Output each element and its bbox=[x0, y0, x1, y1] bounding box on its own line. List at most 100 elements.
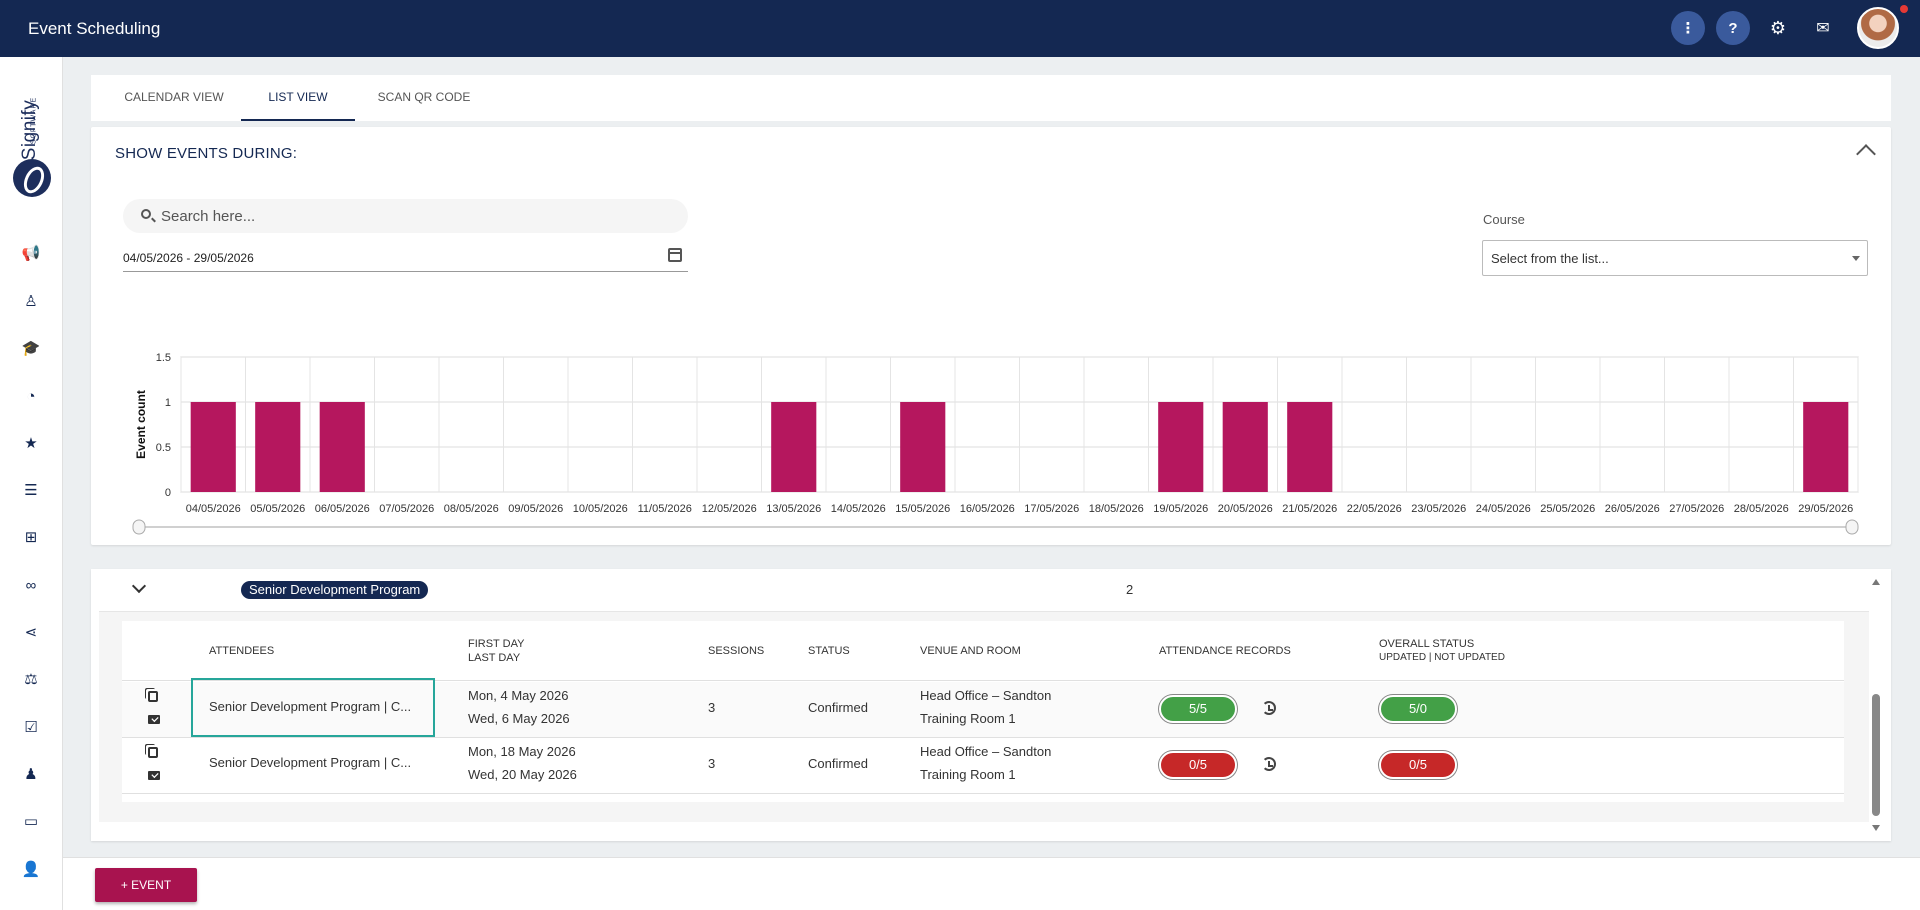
search-box bbox=[123, 199, 688, 233]
chevron-down-icon[interactable] bbox=[131, 578, 147, 594]
gear-icon[interactable]: ⚙ bbox=[1769, 17, 1787, 38]
copy-icon[interactable] bbox=[148, 747, 158, 758]
bottom-bar: + EVENT bbox=[63, 857, 1920, 910]
chevron-up-icon[interactable] bbox=[1856, 144, 1876, 164]
handshake-icon[interactable]: ∞ bbox=[25, 576, 37, 594]
user-tie-icon[interactable]: ♟ bbox=[24, 766, 38, 783]
x-tick-label: 23/05/2026 bbox=[1411, 503, 1466, 515]
y-tick-label: 0.5 bbox=[156, 442, 171, 454]
col-status: STATUS bbox=[808, 645, 850, 657]
avatar[interactable] bbox=[1857, 7, 1899, 49]
sidebar: Signify SOFTWARE 📢 ♙ 🎓 ◔ ★ ☰ ⊞ ∞ ⋖ ⚖ ☑ ♟… bbox=[0, 57, 63, 910]
signify-logo: Signify SOFTWARE bbox=[10, 87, 54, 199]
sliders-icon[interactable]: ☰ bbox=[24, 482, 38, 499]
star-icon[interactable]: ★ bbox=[24, 435, 38, 452]
search-input[interactable] bbox=[161, 199, 671, 233]
tab-scan-qr-code[interactable]: SCAN QR CODE bbox=[377, 90, 471, 104]
group-count: 2 bbox=[1126, 582, 1134, 597]
logo-mark bbox=[13, 159, 51, 197]
copy-icon[interactable] bbox=[148, 691, 158, 702]
col-attendees: ATTENDEES bbox=[209, 645, 275, 657]
table-row[interactable]: Senior Development Program | C... Mon, 4… bbox=[122, 678, 1844, 738]
history-icon[interactable] bbox=[1262, 757, 1276, 771]
x-tick-label: 14/05/2026 bbox=[831, 503, 886, 515]
x-tick-label: 11/05/2026 bbox=[638, 503, 692, 515]
attendee-name[interactable]: Senior Development Program | C... bbox=[209, 699, 412, 714]
attendee-name[interactable]: Senior Development Program | C... bbox=[209, 755, 412, 770]
group-name-chip: Senior Development Program bbox=[241, 581, 429, 599]
x-tick-label: 19/05/2026 bbox=[1153, 503, 1208, 515]
bar bbox=[319, 402, 365, 492]
table-row[interactable]: Senior Development Program | C... Mon, 1… bbox=[122, 738, 1844, 794]
x-tick-label: 08/05/2026 bbox=[444, 503, 499, 515]
y-tick-label: 0 bbox=[165, 487, 171, 499]
course-select[interactable]: Select from the list... bbox=[1482, 240, 1868, 276]
tab-calendar-view[interactable]: CALENDAR VIEW bbox=[124, 90, 224, 104]
room: Training Room 1 bbox=[920, 711, 1016, 726]
caret-down-icon bbox=[1852, 256, 1860, 261]
bar bbox=[1158, 402, 1204, 492]
x-tick-label: 12/05/2026 bbox=[702, 503, 757, 515]
last-day: Wed, 6 May 2026 bbox=[468, 711, 570, 726]
scale-icon[interactable]: ⚖ bbox=[24, 671, 38, 688]
y-tick-label: 1 bbox=[165, 397, 171, 409]
top-bar: Event Scheduling ⋮ ? ⚙ ✉ bbox=[0, 0, 1920, 57]
date-range-value: 04/05/2026 - 29/05/2026 bbox=[123, 251, 254, 265]
person-lectern-icon[interactable]: ♙ bbox=[24, 293, 38, 310]
event-group-card: Senior Development Program 2 ATTENDEES F… bbox=[91, 569, 1891, 841]
first-day: Mon, 18 May 2026 bbox=[468, 744, 576, 759]
sessions: 3 bbox=[708, 756, 716, 771]
x-tick-label: 09/05/2026 bbox=[508, 503, 563, 515]
calendar-icon[interactable] bbox=[668, 248, 682, 262]
add-event-button[interactable]: + EVENT bbox=[95, 868, 197, 902]
user-plus-icon[interactable]: 👤 bbox=[21, 861, 41, 878]
range-handle-left bbox=[132, 519, 146, 535]
scroll-thumb[interactable] bbox=[1872, 694, 1880, 816]
scroll-up-arrow[interactable] bbox=[1872, 579, 1880, 585]
first-day: Mon, 4 May 2026 bbox=[468, 688, 569, 703]
bar bbox=[1803, 402, 1849, 492]
history-icon[interactable] bbox=[1262, 701, 1276, 715]
mail-icon[interactable]: ✉ bbox=[1816, 20, 1830, 37]
col-attendance: ATTENDANCE RECORDS bbox=[1159, 645, 1291, 657]
course-select-value: Select from the list... bbox=[1491, 251, 1609, 266]
vertical-scrollbar[interactable] bbox=[1871, 579, 1881, 831]
table-header: ATTENDEES FIRST DAY LAST DAY SESSIONS ST… bbox=[122, 621, 1844, 681]
attendance-badge[interactable]: 0/5 bbox=[1159, 751, 1237, 779]
col-sessions: SESSIONS bbox=[708, 645, 765, 657]
x-tick-label: 26/05/2026 bbox=[1605, 503, 1660, 515]
graduation-cap-icon[interactable]: 🎓 bbox=[21, 340, 41, 357]
x-tick-label: 18/05/2026 bbox=[1089, 503, 1144, 515]
status: Confirmed bbox=[808, 756, 868, 771]
course-label: Course bbox=[1483, 212, 1525, 227]
x-tick-label: 07/05/2026 bbox=[379, 503, 434, 515]
x-tick-label: 25/05/2026 bbox=[1540, 503, 1595, 515]
share-icon[interactable]: ⋖ bbox=[24, 624, 38, 641]
bar bbox=[1222, 402, 1268, 492]
date-range-field[interactable]: 04/05/2026 - 29/05/2026 bbox=[123, 242, 688, 272]
y-tick-label: 1.5 bbox=[156, 352, 171, 364]
logo-subtext: SOFTWARE bbox=[30, 96, 38, 145]
col-overall: OVERALL STATUS bbox=[1379, 638, 1475, 650]
checklist-icon[interactable]: ☑ bbox=[24, 719, 38, 736]
megaphone-icon[interactable]: 📢 bbox=[21, 245, 41, 262]
gauge-icon[interactable]: ◔ bbox=[26, 387, 36, 405]
signpost-icon[interactable]: ⊞ bbox=[24, 529, 38, 546]
x-tick-label: 06/05/2026 bbox=[315, 503, 370, 515]
bar bbox=[1287, 402, 1333, 492]
attendance-badge[interactable]: 5/5 bbox=[1159, 695, 1237, 723]
laptop-icon[interactable]: ▭ bbox=[23, 813, 39, 830]
more-vertical-icon[interactable]: ⋮ bbox=[1671, 11, 1705, 45]
status: Confirmed bbox=[808, 700, 868, 715]
help-icon[interactable]: ? bbox=[1716, 11, 1750, 45]
group-header[interactable]: Senior Development Program 2 bbox=[99, 569, 1869, 612]
room: Training Room 1 bbox=[920, 767, 1016, 782]
overall-status-badge[interactable]: 0/5 bbox=[1379, 751, 1457, 779]
search-icon bbox=[141, 209, 151, 219]
overall-status-badge[interactable]: 5/0 bbox=[1379, 695, 1457, 723]
sessions: 3 bbox=[708, 700, 716, 715]
mail-icon[interactable] bbox=[148, 771, 160, 780]
scroll-down-arrow[interactable] bbox=[1872, 825, 1880, 831]
tab-list-view[interactable]: LIST VIEW bbox=[241, 75, 355, 121]
mail-icon[interactable] bbox=[148, 715, 160, 724]
